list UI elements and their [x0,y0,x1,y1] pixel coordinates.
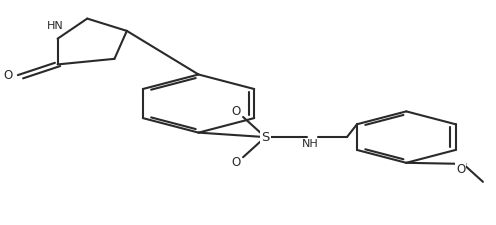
Text: O: O [232,156,241,169]
Text: NH: NH [302,139,318,149]
Text: HN: HN [47,21,63,32]
Text: O: O [232,105,241,118]
Text: O: O [3,69,13,82]
Text: O: O [456,163,465,176]
Text: S: S [261,130,269,144]
